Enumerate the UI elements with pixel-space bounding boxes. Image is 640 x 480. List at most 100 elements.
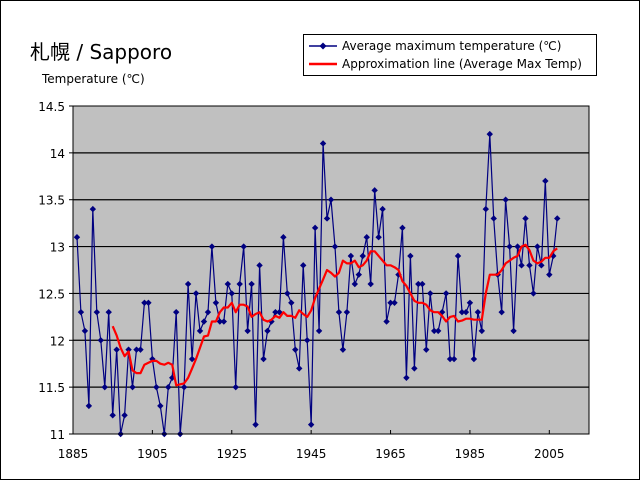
data-point-1891 bbox=[93, 308, 101, 316]
x-tick-label: 1965 bbox=[375, 447, 406, 461]
data-point-1905 bbox=[149, 355, 156, 363]
data-point-1939 bbox=[284, 290, 291, 297]
data-point-1951 bbox=[331, 243, 339, 250]
data-point-1997 bbox=[514, 243, 521, 250]
data-point-1904 bbox=[145, 299, 152, 306]
data-point-1918 bbox=[200, 318, 208, 325]
data-point-1957 bbox=[355, 271, 362, 278]
data-point-1993 bbox=[498, 308, 505, 316]
data-point-1983 bbox=[458, 308, 466, 316]
legend-item-avg-max-temp: Average maximum temperature (℃) bbox=[308, 37, 561, 55]
data-point-1963 bbox=[379, 205, 386, 213]
data-point-1971 bbox=[411, 365, 418, 372]
data-point-1972 bbox=[415, 280, 422, 288]
y-tick-label: 13.5 bbox=[38, 194, 65, 208]
data-point-1947 bbox=[315, 327, 323, 335]
data-point-1932 bbox=[256, 262, 263, 269]
data-point-2004 bbox=[542, 177, 549, 185]
data-point-1901 bbox=[133, 346, 140, 353]
data-point-2006 bbox=[550, 252, 557, 260]
data-point-1946 bbox=[311, 224, 319, 232]
data-point-1981 bbox=[450, 355, 458, 363]
data-point-1966 bbox=[391, 299, 398, 306]
data-point-1927 bbox=[236, 280, 243, 288]
data-point-1890 bbox=[89, 205, 97, 213]
data-point-1907 bbox=[157, 402, 164, 410]
data-point-1979 bbox=[442, 290, 450, 297]
data-point-1986 bbox=[470, 355, 478, 363]
data-point-1942 bbox=[296, 365, 303, 372]
data-point-1936 bbox=[272, 308, 279, 316]
data-point-1944 bbox=[303, 337, 311, 344]
data-point-1985 bbox=[466, 299, 474, 306]
data-point-1916 bbox=[192, 290, 200, 297]
data-point-1889 bbox=[85, 402, 93, 410]
data-point-1920 bbox=[208, 243, 216, 250]
data-point-1982 bbox=[454, 252, 462, 260]
data-point-1900 bbox=[129, 383, 136, 391]
data-point-1953 bbox=[339, 346, 347, 353]
x-tick-label: 1885 bbox=[58, 447, 89, 461]
x-axis-ticks: 1885 1905 1925 1945 1965 1985 2005 bbox=[58, 430, 565, 461]
data-point-1949 bbox=[323, 215, 331, 222]
series-line-approximation bbox=[111, 243, 558, 387]
data-point-1999 bbox=[522, 215, 529, 222]
data-point-2003 bbox=[538, 262, 545, 269]
legend: Average maximum temperature (℃) Approxim… bbox=[303, 34, 597, 76]
data-point-1955 bbox=[347, 252, 355, 260]
legend-line-icon bbox=[309, 62, 337, 66]
data-point-2001 bbox=[530, 290, 537, 297]
data-point-1898 bbox=[121, 412, 128, 419]
data-point-1975 bbox=[427, 290, 434, 297]
data-point-1974 bbox=[423, 346, 430, 353]
data-point-1922 bbox=[216, 318, 224, 325]
data-point-1931 bbox=[252, 421, 259, 428]
data-point-1996 bbox=[510, 327, 517, 335]
y-tick-label: 12.5 bbox=[38, 287, 65, 301]
legend-marker-diamond-icon bbox=[309, 42, 337, 50]
data-point-2005 bbox=[546, 271, 553, 278]
data-point-1954 bbox=[343, 308, 351, 316]
x-tick-label: 1945 bbox=[296, 447, 327, 461]
y-tick-label: 14.5 bbox=[38, 100, 65, 114]
data-point-1941 bbox=[292, 346, 299, 353]
data-point-1961 bbox=[371, 187, 378, 194]
x-tick-label: 1985 bbox=[455, 447, 486, 461]
data-point-1903 bbox=[141, 299, 148, 306]
plot-border bbox=[72, 105, 590, 435]
data-point-1911 bbox=[173, 308, 180, 316]
data-point-1915 bbox=[188, 355, 196, 363]
data-point-1887 bbox=[77, 308, 85, 316]
data-point-1969 bbox=[403, 374, 410, 381]
data-point-1930 bbox=[248, 280, 255, 288]
data-point-1960 bbox=[367, 280, 374, 288]
data-point-1991 bbox=[490, 215, 497, 222]
data-point-1938 bbox=[280, 234, 287, 241]
x-tick-label: 1925 bbox=[216, 447, 247, 461]
data-point-1989 bbox=[482, 205, 489, 213]
data-point-1948 bbox=[319, 140, 327, 147]
data-point-1990 bbox=[486, 130, 493, 138]
data-point-1895 bbox=[109, 412, 116, 419]
y-axis-label: Temperature (℃) bbox=[42, 72, 145, 86]
data-point-1923 bbox=[220, 318, 228, 325]
data-point-1934 bbox=[264, 327, 271, 335]
data-point-1917 bbox=[196, 327, 204, 335]
data-point-1902 bbox=[137, 346, 144, 353]
data-point-1929 bbox=[244, 327, 251, 335]
data-point-1921 bbox=[212, 299, 220, 306]
data-point-1892 bbox=[97, 337, 104, 344]
data-point-1919 bbox=[204, 308, 212, 316]
data-point-1980 bbox=[446, 355, 454, 363]
data-point-1913 bbox=[180, 383, 188, 391]
data-point-1956 bbox=[351, 280, 359, 288]
data-point-1940 bbox=[288, 299, 295, 306]
data-point-1945 bbox=[307, 421, 315, 428]
data-point-1896 bbox=[113, 346, 120, 353]
x-tick-label: 1905 bbox=[137, 447, 168, 461]
y-tick-label: 14 bbox=[50, 147, 65, 161]
y-tick-label: 11 bbox=[50, 428, 65, 442]
y-axis-ticks: 14.5 14 13.5 13 12.5 12 11.5 11 bbox=[38, 100, 73, 442]
data-point-1894 bbox=[105, 308, 112, 316]
data-point-1988 bbox=[478, 327, 486, 335]
